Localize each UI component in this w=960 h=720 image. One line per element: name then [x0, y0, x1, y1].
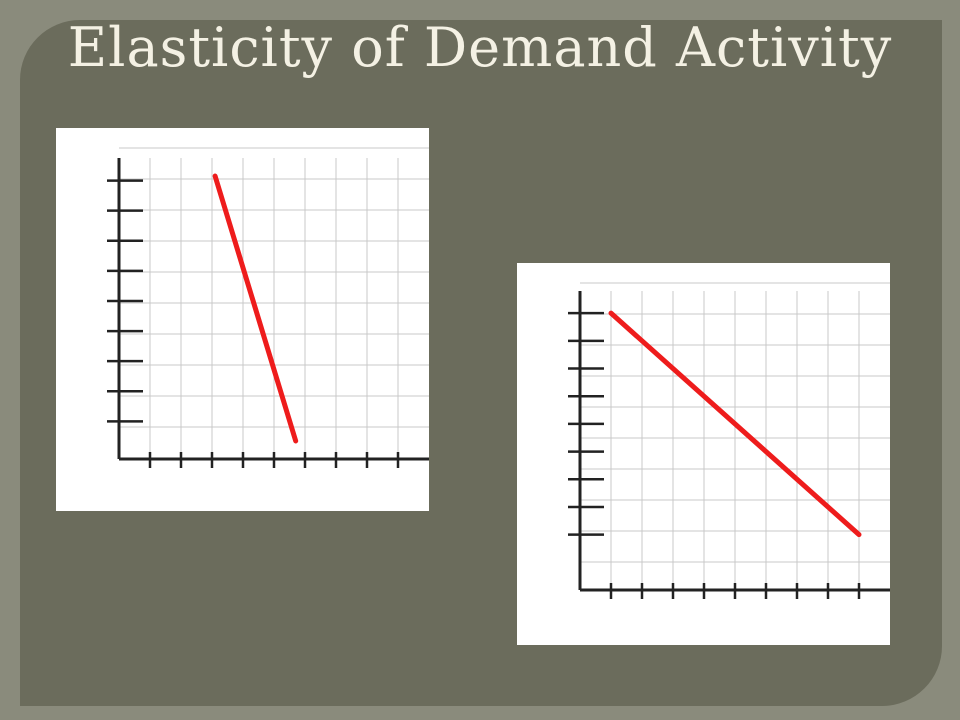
gasoline-chart-svg: [107, 147, 429, 468]
pizza-chart: [517, 263, 890, 645]
gasoline-chart: [56, 128, 429, 511]
slide-title: Elasticity of Demand Activity: [67, 16, 893, 79]
demand-line: [212, 173, 299, 444]
demand-line: [608, 310, 862, 538]
pizza-chart-svg: [568, 282, 890, 599]
